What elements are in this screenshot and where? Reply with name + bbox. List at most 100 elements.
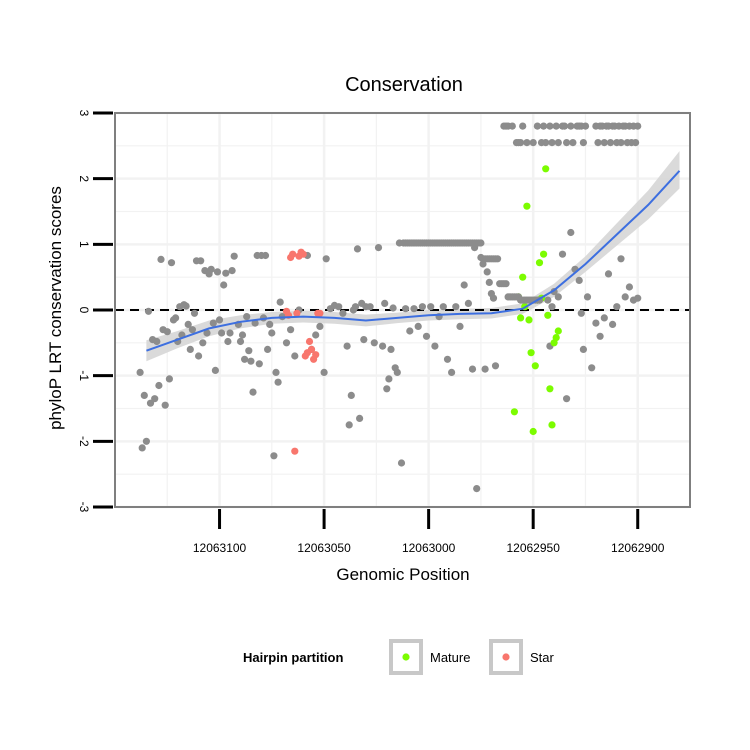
other-point	[356, 414, 364, 422]
other-point	[236, 337, 245, 346]
mature-point	[546, 385, 554, 393]
other-point	[563, 395, 571, 403]
mature-point	[529, 427, 537, 436]
other-point	[402, 305, 410, 313]
star-point	[293, 309, 301, 317]
other-point	[617, 139, 625, 147]
other-point	[343, 342, 351, 350]
other-point	[360, 336, 368, 344]
other-point	[151, 395, 159, 403]
other-point	[136, 368, 144, 376]
other-point	[544, 296, 552, 304]
other-point	[266, 320, 274, 328]
other-point	[261, 251, 270, 260]
other-point	[542, 139, 550, 147]
other-point	[410, 305, 418, 313]
other-point	[226, 329, 234, 337]
other-point	[594, 139, 602, 147]
other-point	[579, 345, 588, 353]
other-point	[224, 337, 232, 346]
other-point	[563, 139, 571, 147]
other-point	[146, 399, 155, 407]
other-point	[519, 122, 527, 130]
other-point	[142, 437, 150, 445]
other-point	[414, 322, 422, 330]
mature-point	[548, 421, 556, 429]
star-point	[307, 345, 316, 353]
other-point	[439, 303, 447, 311]
other-point	[213, 268, 222, 276]
star-point	[289, 250, 297, 258]
other-point	[533, 122, 542, 130]
other-point	[477, 239, 485, 247]
other-point	[529, 139, 537, 147]
other-point	[184, 320, 192, 328]
other-point	[247, 357, 255, 365]
other-point	[282, 339, 291, 347]
other-point	[483, 268, 491, 276]
other-point	[167, 259, 176, 267]
other-point	[182, 302, 190, 310]
other-point	[339, 309, 347, 317]
other-point	[243, 313, 251, 321]
x-tick-label: 12063000	[402, 541, 456, 555]
other-point	[581, 122, 590, 130]
other-point	[489, 294, 498, 302]
other-point	[215, 316, 224, 324]
other-point	[481, 365, 489, 373]
other-point	[548, 303, 556, 311]
legend-dot-star	[502, 653, 510, 661]
other-point	[634, 122, 642, 130]
other-point	[230, 252, 238, 260]
star-point	[299, 250, 307, 258]
other-point	[186, 345, 194, 353]
legend-title: Hairpin partition	[243, 650, 343, 665]
other-point	[249, 388, 257, 396]
other-point	[312, 331, 320, 339]
other-point	[241, 355, 249, 363]
other-point	[188, 326, 196, 334]
other-point	[251, 319, 259, 327]
star-point	[291, 447, 299, 455]
other-point	[468, 365, 477, 373]
other-point	[473, 485, 481, 493]
mature-point	[525, 316, 533, 324]
y-axis-ticks: -3 -2 -1 0 1 2 3	[77, 110, 113, 513]
other-point	[203, 329, 211, 337]
legend-label-mature: Mature	[430, 650, 470, 665]
mature-point	[527, 349, 535, 357]
other-point	[508, 122, 516, 130]
legend-dot-mature	[402, 653, 410, 661]
other-point	[491, 362, 500, 370]
other-point	[575, 276, 583, 284]
other-point	[238, 331, 247, 339]
other-point	[448, 368, 456, 376]
other-point	[161, 401, 169, 409]
other-point	[548, 139, 556, 147]
other-point	[609, 320, 617, 328]
other-point	[370, 339, 378, 347]
other-point	[165, 375, 173, 383]
other-point	[347, 391, 355, 399]
other-point	[322, 255, 330, 263]
other-point	[207, 265, 215, 273]
other-point	[617, 255, 625, 263]
other-point	[554, 139, 562, 147]
mature-point	[523, 202, 531, 210]
other-point	[485, 278, 493, 286]
other-point	[546, 122, 554, 130]
other-point	[374, 244, 383, 252]
confidence-band	[146, 151, 680, 362]
other-point	[335, 303, 343, 311]
legend-label-star: Star	[530, 650, 555, 665]
mature-point	[510, 408, 518, 416]
other-point	[393, 368, 401, 376]
other-point	[431, 342, 439, 350]
y-tick-label: -2	[77, 436, 91, 447]
other-point	[197, 257, 205, 265]
other-point	[558, 250, 567, 258]
other-point	[157, 255, 165, 263]
y-tick-label: 0	[77, 307, 91, 314]
mature-point	[544, 311, 552, 319]
